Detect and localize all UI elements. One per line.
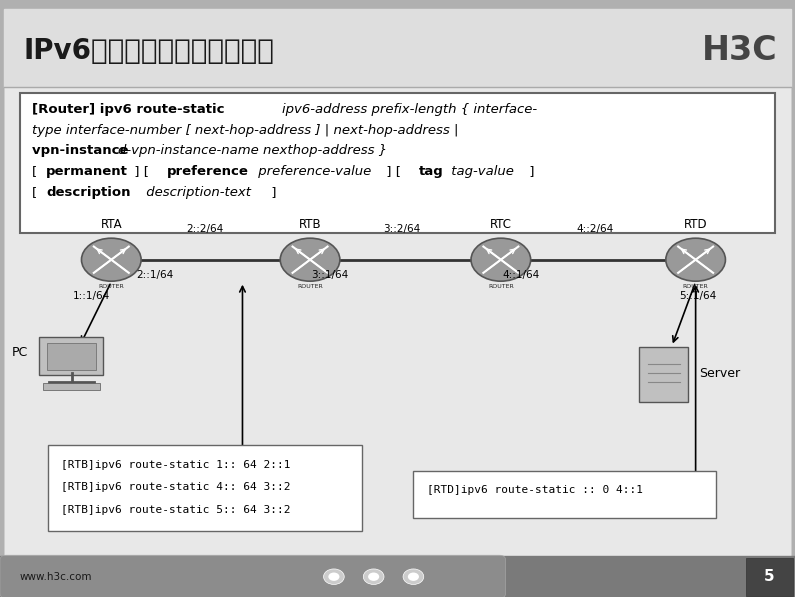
Text: 2::1/64: 2::1/64	[137, 270, 173, 280]
Text: permanent: permanent	[46, 165, 128, 179]
Text: 5: 5	[764, 569, 774, 584]
Text: PC: PC	[12, 346, 28, 359]
Circle shape	[328, 573, 339, 581]
Ellipse shape	[665, 238, 725, 281]
Text: Server: Server	[700, 367, 741, 380]
Text: IPv6静态路由配置与应用示例: IPv6静态路由配置与应用示例	[24, 37, 275, 64]
Text: preference: preference	[167, 165, 249, 179]
Text: ]: ]	[525, 165, 534, 179]
Text: description-text: description-text	[142, 186, 250, 199]
Text: type interface-number [ next-hop-address ] | next-hop-address |: type interface-number [ next-hop-address…	[32, 124, 458, 137]
Text: ] [: ] [	[130, 165, 153, 179]
FancyBboxPatch shape	[0, 556, 795, 597]
Text: 4::1/64: 4::1/64	[502, 270, 539, 280]
Text: [RTD]ipv6 route-static :: 0 4::1: [RTD]ipv6 route-static :: 0 4::1	[427, 485, 643, 495]
Text: [RTB]ipv6 route-static 1:: 64 2::1: [RTB]ipv6 route-static 1:: 64 2::1	[61, 460, 291, 470]
FancyBboxPatch shape	[39, 337, 103, 375]
FancyBboxPatch shape	[639, 347, 688, 402]
Ellipse shape	[82, 238, 142, 281]
Text: H3C: H3C	[701, 34, 778, 67]
Text: 3::2/64: 3::2/64	[383, 224, 420, 234]
Text: ]: ]	[267, 186, 277, 199]
Text: ROUTER: ROUTER	[297, 284, 323, 288]
Circle shape	[363, 569, 384, 584]
Text: [: [	[32, 165, 41, 179]
Text: [Router] ipv6 route-static: [Router] ipv6 route-static	[32, 103, 229, 116]
Text: [: [	[32, 186, 41, 199]
Text: ROUTER: ROUTER	[488, 284, 514, 288]
FancyBboxPatch shape	[47, 343, 96, 370]
FancyBboxPatch shape	[0, 555, 506, 597]
Text: [RTB]ipv6 route-static 5:: 64 3::2: [RTB]ipv6 route-static 5:: 64 3::2	[61, 505, 291, 515]
Text: 2::2/64: 2::2/64	[187, 224, 223, 234]
Text: ROUTER: ROUTER	[99, 284, 124, 288]
Circle shape	[368, 573, 379, 581]
Text: description: description	[46, 186, 130, 199]
Text: 1::1/64: 1::1/64	[73, 291, 110, 300]
Text: RTA: RTA	[100, 218, 122, 231]
Text: RTC: RTC	[490, 218, 512, 231]
FancyBboxPatch shape	[413, 471, 716, 518]
Text: 3::1/64: 3::1/64	[312, 270, 348, 280]
Text: RTB: RTB	[299, 218, 321, 231]
Text: [RTB]ipv6 route-static 4:: 64 3::2: [RTB]ipv6 route-static 4:: 64 3::2	[61, 482, 291, 493]
Text: ROUTER: ROUTER	[683, 284, 708, 288]
Text: d-vpn-instance-name nexthop-address }: d-vpn-instance-name nexthop-address }	[118, 144, 387, 158]
Text: 4::2/64: 4::2/64	[576, 224, 613, 234]
Text: tag-value: tag-value	[447, 165, 514, 179]
Text: ipv6-address prefix-length { interface-: ipv6-address prefix-length { interface-	[282, 103, 537, 116]
Circle shape	[324, 569, 344, 584]
FancyBboxPatch shape	[4, 9, 791, 87]
Text: preference-value: preference-value	[254, 165, 371, 179]
Circle shape	[408, 573, 419, 581]
FancyBboxPatch shape	[746, 558, 793, 596]
FancyBboxPatch shape	[48, 445, 362, 531]
Text: 5::1/64: 5::1/64	[680, 291, 716, 300]
Text: tag: tag	[419, 165, 444, 179]
Ellipse shape	[471, 238, 531, 281]
FancyBboxPatch shape	[43, 383, 100, 390]
FancyBboxPatch shape	[4, 9, 791, 558]
Ellipse shape	[280, 238, 340, 281]
Circle shape	[403, 569, 424, 584]
Text: www.h3c.com: www.h3c.com	[20, 572, 92, 581]
Text: RTD: RTD	[684, 218, 708, 231]
Text: ] [: ] [	[382, 165, 405, 179]
Text: vpn-instance: vpn-instance	[32, 144, 133, 158]
FancyBboxPatch shape	[20, 93, 775, 233]
